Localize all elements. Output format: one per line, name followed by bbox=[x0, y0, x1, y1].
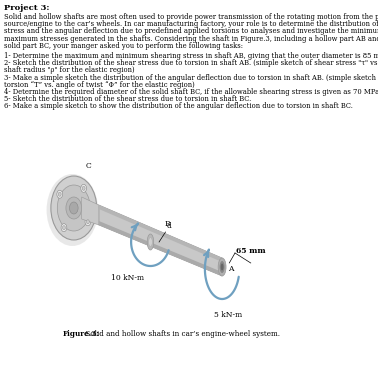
Ellipse shape bbox=[61, 224, 67, 232]
Ellipse shape bbox=[85, 218, 91, 226]
Ellipse shape bbox=[218, 258, 226, 276]
Polygon shape bbox=[99, 205, 222, 276]
Text: 1- Determine the maximum and minimum shearing stress in shaft AB, giving that th: 1- Determine the maximum and minimum she… bbox=[3, 52, 378, 60]
Text: 2- Sketch the distribution of the shear stress due to torsion in shaft AB. (simp: 2- Sketch the distribution of the shear … bbox=[3, 59, 378, 67]
Ellipse shape bbox=[220, 261, 225, 273]
Ellipse shape bbox=[57, 185, 90, 231]
Text: Solid and hollow shafts are most often used to provide power transmission of the: Solid and hollow shafts are most often u… bbox=[3, 13, 378, 21]
Polygon shape bbox=[99, 205, 222, 262]
Text: torsion “T” vs. angle of twist “Φ” for the elastic region): torsion “T” vs. angle of twist “Φ” for t… bbox=[3, 81, 194, 89]
Text: 5- Sketch the distribution of the shear stress due to torsion in shaft BC.: 5- Sketch the distribution of the shear … bbox=[3, 95, 251, 103]
Ellipse shape bbox=[51, 176, 97, 240]
Ellipse shape bbox=[149, 237, 152, 247]
Text: Solid and hollow shafts in car’s engine-wheel system.: Solid and hollow shafts in car’s engine-… bbox=[83, 330, 280, 338]
Text: Project 3:: Project 3: bbox=[3, 4, 49, 12]
Text: d: d bbox=[166, 222, 171, 230]
Ellipse shape bbox=[57, 190, 63, 198]
Text: C: C bbox=[85, 162, 91, 170]
Text: Figure.3:: Figure.3: bbox=[63, 330, 100, 338]
Text: 4- Determine the required diameter of the solid shaft BC, if the allowable shear: 4- Determine the required diameter of th… bbox=[3, 88, 378, 96]
Polygon shape bbox=[99, 221, 222, 276]
Ellipse shape bbox=[221, 263, 223, 270]
Text: 6- Make a simple sketch to show the distribution of the angular deflection due t: 6- Make a simple sketch to show the dist… bbox=[3, 102, 352, 110]
Text: 10 kN-m: 10 kN-m bbox=[111, 274, 144, 282]
Text: 3- Make a simple sketch the distribution of the angular deflection due to torsio: 3- Make a simple sketch the distribution… bbox=[3, 74, 378, 82]
Ellipse shape bbox=[147, 234, 154, 250]
Ellipse shape bbox=[58, 192, 61, 196]
Ellipse shape bbox=[62, 226, 65, 230]
Text: maximum stresses generated in the shafts. Considering the shaft in Figure.3, inc: maximum stresses generated in the shafts… bbox=[3, 35, 378, 43]
Polygon shape bbox=[82, 197, 99, 225]
Text: 5 kN-m: 5 kN-m bbox=[214, 311, 242, 319]
Text: shaft radius "ρ" for the elastic region): shaft radius "ρ" for the elastic region) bbox=[3, 66, 134, 74]
Ellipse shape bbox=[46, 174, 98, 246]
Text: stress and the angular deflection due to predefined applied torsions to analyses: stress and the angular deflection due to… bbox=[3, 27, 378, 35]
Text: solid part BC, your manger asked you to perform the following tasks:: solid part BC, your manger asked you to … bbox=[3, 42, 243, 50]
Text: A: A bbox=[228, 265, 233, 273]
Ellipse shape bbox=[82, 186, 85, 190]
Ellipse shape bbox=[81, 184, 87, 192]
Ellipse shape bbox=[70, 202, 78, 214]
Text: source/engine to the car’s wheels. In car manufacturing factory, your role is to: source/engine to the car’s wheels. In ca… bbox=[3, 20, 378, 28]
Text: B: B bbox=[165, 220, 170, 228]
Ellipse shape bbox=[66, 197, 82, 219]
Ellipse shape bbox=[87, 220, 89, 224]
Text: 65 mm: 65 mm bbox=[236, 247, 266, 255]
